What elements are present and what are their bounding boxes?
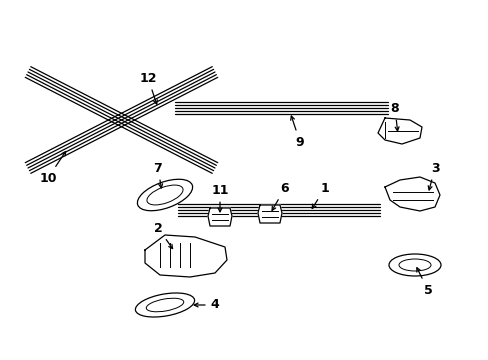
Text: 1: 1 xyxy=(311,181,329,208)
Text: 11: 11 xyxy=(211,184,228,212)
Text: 9: 9 xyxy=(290,116,304,149)
Text: 7: 7 xyxy=(153,162,162,188)
Text: 3: 3 xyxy=(427,162,438,190)
Text: 2: 2 xyxy=(153,221,172,249)
Polygon shape xyxy=(207,208,231,226)
Ellipse shape xyxy=(137,179,192,211)
Text: 12: 12 xyxy=(139,72,157,104)
Text: 5: 5 xyxy=(416,268,431,297)
Polygon shape xyxy=(377,118,421,144)
Text: 4: 4 xyxy=(194,298,219,311)
Ellipse shape xyxy=(135,293,194,317)
Ellipse shape xyxy=(388,254,440,276)
Polygon shape xyxy=(145,235,226,277)
Polygon shape xyxy=(384,177,439,211)
Text: 10: 10 xyxy=(39,152,65,185)
Polygon shape xyxy=(258,205,282,223)
Text: 8: 8 xyxy=(390,102,399,131)
Text: 6: 6 xyxy=(271,181,289,210)
